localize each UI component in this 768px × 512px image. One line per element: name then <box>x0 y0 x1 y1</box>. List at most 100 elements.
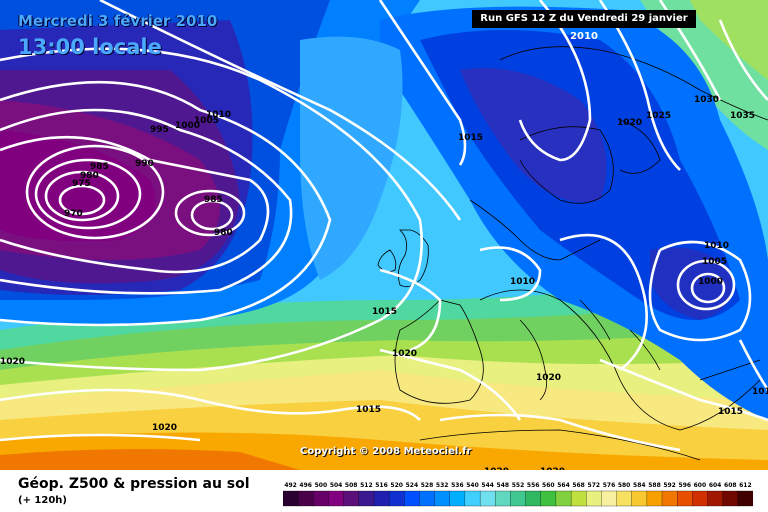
scale-swatch <box>540 490 557 507</box>
scale-swatch <box>449 490 466 507</box>
isobar-label: 1020 <box>536 373 561 383</box>
scale-label: 564 <box>557 482 570 489</box>
isobar-label: 1020 <box>392 349 417 359</box>
scale-label: 496 <box>299 482 312 489</box>
scale-swatch <box>601 490 618 507</box>
scale-swatch <box>373 490 390 507</box>
scale-label: 568 <box>572 482 585 489</box>
isobar-label: 1015 <box>458 133 483 143</box>
isobar-label: 1000 <box>175 121 200 131</box>
scale-swatch <box>434 490 451 507</box>
scale-label: 572 <box>588 482 601 489</box>
isobar-label: 1015 <box>718 407 743 417</box>
isobar-label: 1015 <box>752 387 768 397</box>
isobar-label: 1015 <box>356 405 381 415</box>
color-scale: 492 496 500 504 508 512 516 520 524 528 532 536 540 5… <box>283 482 753 507</box>
scale-swatch <box>631 490 648 507</box>
scale-label: 612 <box>739 482 752 489</box>
scale-swatch <box>646 490 663 507</box>
scale-label: 540 <box>466 482 479 489</box>
scale-label: 552 <box>512 482 525 489</box>
forecast-range: (+ 120h) <box>18 495 67 506</box>
scale-label: 528 <box>421 482 434 489</box>
scale-label: 592 <box>663 482 676 489</box>
scale-swatch <box>479 490 496 507</box>
scale-swatch <box>692 490 709 507</box>
scale-label: 512 <box>360 482 373 489</box>
scale-label: 500 <box>315 482 328 489</box>
isobar-label: 985 <box>90 162 109 172</box>
scale-swatch <box>661 490 678 507</box>
isobar-label: 980 <box>80 171 99 181</box>
isobar-label: 1020 <box>0 357 25 367</box>
scale-swatch <box>283 490 299 507</box>
isobar-label: 1020 <box>617 118 642 128</box>
isobar-label: 980 <box>214 228 233 238</box>
forecast-time: 13:00 locale <box>18 35 162 59</box>
scale-label: 576 <box>603 482 616 489</box>
scale-label: 516 <box>375 482 388 489</box>
isobar-label: 1015 <box>372 307 397 317</box>
scale-swatch <box>707 490 724 507</box>
scale-swatch <box>404 490 420 507</box>
forecast-date: Mercredi 3 février 2010 <box>18 12 218 30</box>
isobar-label: 1000 <box>698 277 723 287</box>
isobar-label: 1005 <box>194 116 219 126</box>
isobar-label: 1005 <box>702 257 727 267</box>
scale-label: 604 <box>709 482 722 489</box>
scale-label: 580 <box>618 482 631 489</box>
isobar-label: 1010 <box>704 241 729 251</box>
scale-label: 584 <box>633 482 646 489</box>
scale-label: 508 <box>345 482 358 489</box>
scale-label: 560 <box>542 482 555 489</box>
isobar-label: 1020 <box>484 467 509 470</box>
scale-label: 596 <box>679 482 692 489</box>
scale-swatch <box>722 490 739 507</box>
isobar-label: 1010 <box>206 110 231 120</box>
scale-label: 504 <box>330 482 343 489</box>
scale-swatch <box>525 490 542 507</box>
isobar-label: 975 <box>72 179 91 189</box>
run-label: Run GFS 12 Z du Vendredi 29 janvier 2010 <box>472 10 696 42</box>
isobar-label: 1025 <box>646 111 671 121</box>
scale-swatch <box>343 490 360 507</box>
isobar-label: 1010 <box>510 277 535 287</box>
scale-label: 520 <box>390 482 403 489</box>
scale-swatch <box>737 490 753 507</box>
isobar-label: 970 <box>64 209 83 219</box>
scale-swatch <box>464 490 481 507</box>
scale-swatch <box>616 490 633 507</box>
isobar-label: 995 <box>150 125 169 135</box>
scale-swatch <box>358 490 375 507</box>
scale-label: 544 <box>481 482 494 489</box>
scale-label: 532 <box>436 482 449 489</box>
scale-swatch <box>555 490 572 507</box>
isobar-label: 1030 <box>694 95 719 105</box>
scale-label: 600 <box>694 482 707 489</box>
isobar-label: 990 <box>135 159 154 169</box>
scale-label: 524 <box>406 482 419 489</box>
scale-swatch <box>677 490 693 507</box>
scale-swatch <box>328 490 345 507</box>
scale-swatch <box>510 490 527 507</box>
scale-label: 536 <box>451 482 464 489</box>
scale-swatch <box>495 490 511 507</box>
scale-swatch <box>388 490 405 507</box>
scale-swatch <box>586 490 602 507</box>
scale-label: 556 <box>527 482 540 489</box>
scale-label: 608 <box>724 482 737 489</box>
scale-label: 548 <box>497 482 510 489</box>
map-caption: Géop. Z500 & pression au sol <box>18 476 250 492</box>
scale-swatch <box>419 490 436 507</box>
scale-swatch <box>313 490 329 507</box>
scale-swatch <box>570 490 587 507</box>
copyright: Copyright © 2008 Meteociel.fr <box>300 446 472 457</box>
isobar-label: 985 <box>204 195 223 205</box>
weather-map: 970 975 980 985 990 995 1000 1005 1010 9… <box>0 0 768 470</box>
scale-label: 588 <box>648 482 661 489</box>
scale-swatch <box>298 490 314 507</box>
isobar-label: 1020 <box>540 467 565 470</box>
isobar-label: 1035 <box>730 111 755 121</box>
isobar-label: 1020 <box>152 423 177 433</box>
scale-label: 492 <box>284 482 297 489</box>
